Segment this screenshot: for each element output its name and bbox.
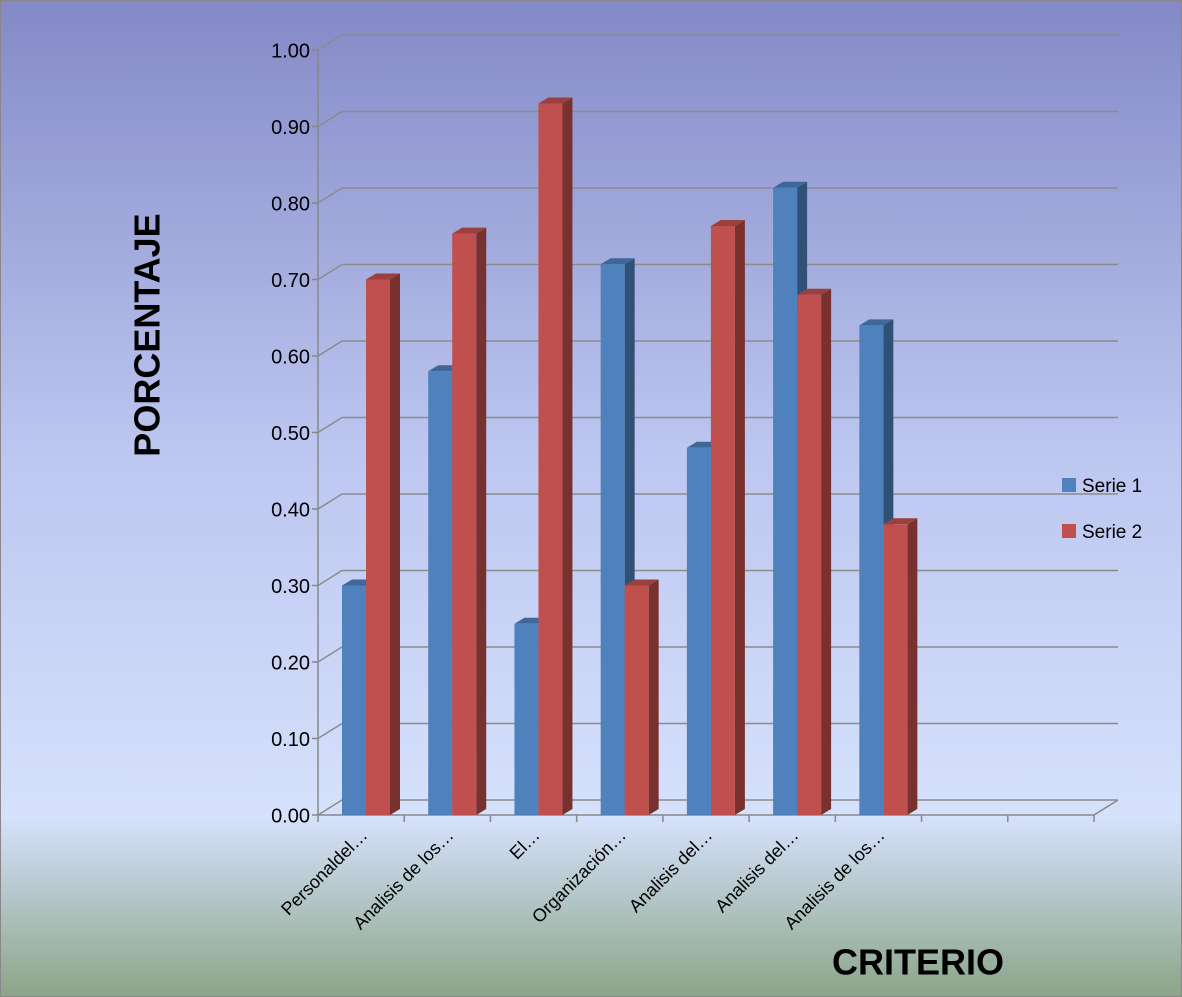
bar-front [859,325,884,815]
bar-side [821,288,832,815]
legend-label: Serie 1 [1082,476,1142,497]
y-axis-title: PORCENTAJE [127,213,168,456]
bar-front [797,294,822,815]
grid-line [317,263,1118,281]
bar-top [538,97,573,104]
bar-top [797,288,832,295]
bar-top [624,579,659,586]
bar-front [883,524,908,815]
bar-front [773,187,798,815]
y-tick-label: 1.00 [271,40,310,62]
y-tick-label: 0.00 [271,805,310,827]
bar-front [514,623,539,815]
grid-line [317,110,1118,128]
bar-side [648,579,659,815]
bar [797,288,832,815]
y-tick-label: 0.70 [271,270,310,292]
bar-side [476,227,487,816]
bar-top [710,219,745,226]
y-tick-label: 0.50 [271,423,310,445]
bar-side [390,273,400,815]
bar-side [562,97,573,816]
bar-top [883,518,918,525]
y-tick-label: 0.30 [271,576,310,598]
bar-front [686,447,711,815]
bar [883,518,918,815]
bar-top [773,181,808,188]
bar-front [600,264,625,815]
y-tick-label: 0.20 [271,652,310,674]
bar-side [907,518,918,815]
bar [366,273,400,815]
legend-swatch [1062,478,1076,492]
bar-front [624,585,649,815]
bar-front [452,233,477,816]
y-tick-label: 0.80 [271,193,310,215]
y-tick-label: 0.10 [271,729,310,751]
bar [452,227,487,816]
bar [538,97,573,816]
grid-line [317,187,1118,204]
legend-label: Serie 2 [1082,522,1142,543]
bar-side [734,219,745,815]
bar [624,579,659,815]
legend-swatch [1062,524,1076,538]
x-axis-title: CRITERIO [832,942,1004,983]
grid-line [317,34,1118,51]
bar-front [428,371,453,815]
bar-top [452,227,487,234]
y-tick-label: 0.40 [271,499,310,521]
bar-top [366,273,400,280]
bar [710,219,745,815]
bar-front [538,103,563,816]
y-tick-label: 0.60 [271,346,310,368]
bar-front [342,585,366,815]
bar-top [600,258,635,265]
bar-front [366,279,390,815]
bar-top [859,319,894,326]
y-tick-label: 0.90 [271,117,310,139]
bar-front [710,225,735,815]
